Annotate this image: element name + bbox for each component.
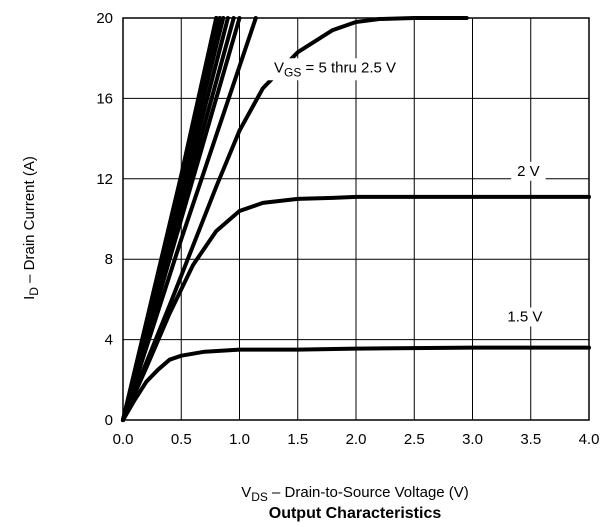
chart-caption: Output Characteristics <box>269 505 442 522</box>
annotation-background <box>501 307 549 327</box>
series-annotation: VGS = 5 thru 2.5 V <box>274 59 396 79</box>
annotation-background <box>511 161 546 181</box>
series-line <box>121 16 258 422</box>
y-tick-label: 20 <box>96 10 113 27</box>
x-tick-labels: 0.0 0.5 1.0 1.5 2.0 2.5 3.0 3.5 4.0 <box>113 431 600 448</box>
annotations: VGS = 5 thru 2.5 V 2 V 1.5 V <box>268 58 549 327</box>
x-tick-label: 2.5 <box>404 431 425 448</box>
series-line <box>121 16 469 422</box>
y-tick-labels: 0 4 8 12 16 20 <box>96 10 113 429</box>
plot-frame <box>122 17 590 421</box>
x-tick-label: 1.0 <box>229 431 250 448</box>
x-axis-title: VDS – Drain-to-Source Voltage (V) <box>241 484 469 504</box>
x-tick-label: 3.0 <box>462 431 483 448</box>
series-line <box>121 16 242 422</box>
series-annotation: 1.5 V <box>507 309 542 326</box>
x-tick-label: 2.0 <box>346 431 367 448</box>
series-annotation: 2 V <box>517 163 540 180</box>
series-line <box>121 194 591 422</box>
y-tick-label: 0 <box>105 412 113 429</box>
y-axis-title: ID – Drain Current (A) <box>21 156 41 300</box>
y-tick-label: 4 <box>105 332 113 349</box>
x-tick-label: 0.0 <box>113 431 134 448</box>
x-tick-label: 3.5 <box>520 431 541 448</box>
y-tick-label: 8 <box>105 251 113 268</box>
x-tick-label: 1.5 <box>287 431 308 448</box>
y-tick-label: 12 <box>96 171 113 188</box>
curves <box>121 16 591 422</box>
x-tick-label: 4.0 <box>579 431 600 448</box>
annotation-background <box>268 58 403 81</box>
y-tick-label: 16 <box>96 90 113 107</box>
x-tick-label: 0.5 <box>171 431 192 448</box>
series-line <box>121 345 591 422</box>
